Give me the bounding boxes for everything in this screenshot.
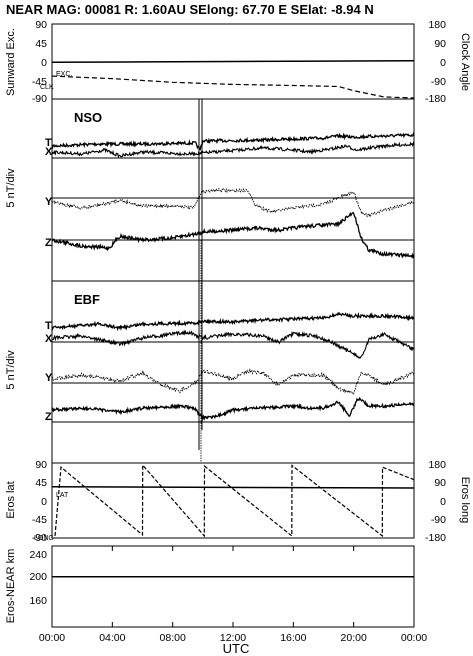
tick-label: -90 <box>32 93 47 105</box>
right-axis-label: Eros long <box>459 477 471 523</box>
ebf-t-trace <box>51 311 415 332</box>
x-tick-label: 16:00 <box>280 632 306 644</box>
scale-label: 5 nT/div <box>5 168 17 208</box>
clock-angle-line <box>51 75 415 99</box>
nso-y-trace <box>51 187 415 218</box>
left-axis-label: Eros-NEAR km <box>5 549 17 624</box>
tick-label: 0 <box>440 57 446 69</box>
panel-title: EBF <box>74 292 100 307</box>
panel-frame <box>51 280 415 464</box>
eros-long-line <box>54 463 415 538</box>
right-ticks: 180 90 0 -90 -180 <box>425 19 446 105</box>
panel-title: NSO <box>74 110 102 125</box>
component-label-y: Y <box>45 196 53 208</box>
tick-label: 90 <box>434 38 446 50</box>
tick-label: 0 <box>41 496 47 508</box>
nso-z-trace <box>51 211 415 259</box>
right-axis-label: Clock Angle <box>459 33 471 91</box>
left-axis-label: Sunward Exc. <box>5 28 17 96</box>
x-tick-label: 20:00 <box>341 632 367 644</box>
tick-label: 180 <box>428 19 446 31</box>
left-ticks: 90 45 0 -45 -90 <box>32 459 47 544</box>
tick-label: 90 <box>35 459 47 471</box>
x-tick-label: 00:00 <box>39 632 65 644</box>
component-label-z: Z <box>45 237 52 249</box>
spike-lines <box>198 99 203 463</box>
tick-label: -90 <box>32 532 47 544</box>
tick-label: -45 <box>32 514 47 526</box>
tick-label: 0 <box>41 57 47 69</box>
panel-eros-near-distance: Eros-NEAR km 240 200 160 00:00 04:00 08:00… <box>5 545 427 656</box>
tick-label: 0 <box>440 496 446 508</box>
exc-label: EXC. <box>56 71 72 78</box>
tick-label: -90 <box>431 76 446 88</box>
eros-lat-line <box>51 486 415 489</box>
tick-label: -90 <box>431 514 446 526</box>
right-ticks: 180 90 0 -90 -180 <box>425 459 446 544</box>
tick-label: 200 <box>29 571 47 583</box>
tick-label: -180 <box>425 532 446 544</box>
figure-title: NEAR MAG: 00081 R: 1.60AU SElong: 67.70 … <box>6 2 374 17</box>
panel-frame <box>51 462 415 539</box>
tick-label: -180 <box>425 93 446 105</box>
nso-t-trace <box>51 132 415 152</box>
x-tick-label: 00:00 <box>401 632 427 644</box>
tick-label: -45 <box>32 76 47 88</box>
panel-nso: NSO 5 nT/div T X Y Z <box>5 98 415 282</box>
x-tick-label: 12:00 <box>220 632 246 644</box>
tick-label: 160 <box>29 595 47 607</box>
tick-label: 240 <box>29 549 47 561</box>
component-label-x: X <box>45 333 53 345</box>
sunward-excursion-line <box>51 59 415 64</box>
lat-label: LAT <box>56 492 69 499</box>
ebf-z-trace <box>51 396 415 421</box>
panel-frame <box>51 545 415 628</box>
x-axis-ticks: 00:00 04:00 08:00 12:00 16:00 20:00 00:00 <box>39 546 427 644</box>
left-axis-label: Eros lat <box>5 481 17 518</box>
nso-x-trace <box>51 141 415 159</box>
component-label-y: Y <box>45 372 53 384</box>
panel-sunward-clock: Sunward Exc. Clock Angle 90 45 0 -45 -90… <box>5 19 471 105</box>
x-axis-label: UTC <box>223 641 250 656</box>
left-ticks: 240 200 160 <box>29 549 47 607</box>
component-label-x: X <box>45 146 53 158</box>
panel-eros-lat-long: Eros lat Eros long 90 45 0 -45 -90 180 9… <box>5 459 471 544</box>
x-tick-label: 04:00 <box>99 632 125 644</box>
long-label: LONG <box>34 535 54 542</box>
scale-label: 5 nT/div <box>5 350 17 390</box>
tick-label: 45 <box>35 38 47 50</box>
ebf-y-trace <box>52 368 415 395</box>
tick-label: 45 <box>35 477 47 489</box>
tick-label: 90 <box>434 477 446 489</box>
x-tick-label: 08:00 <box>160 632 186 644</box>
tick-label: 90 <box>35 19 47 31</box>
ebf-x-trace <box>51 329 415 359</box>
panel-ebf: EBF 5 nT/div T X Y Z <box>5 280 415 464</box>
component-label-t: T <box>45 320 52 332</box>
clk-label: CLK <box>40 84 54 91</box>
tick-label: 180 <box>428 459 446 471</box>
component-label-t: T <box>45 137 52 149</box>
left-ticks: 90 45 0 -45 -90 <box>32 19 47 105</box>
component-label-z: Z <box>45 411 52 423</box>
